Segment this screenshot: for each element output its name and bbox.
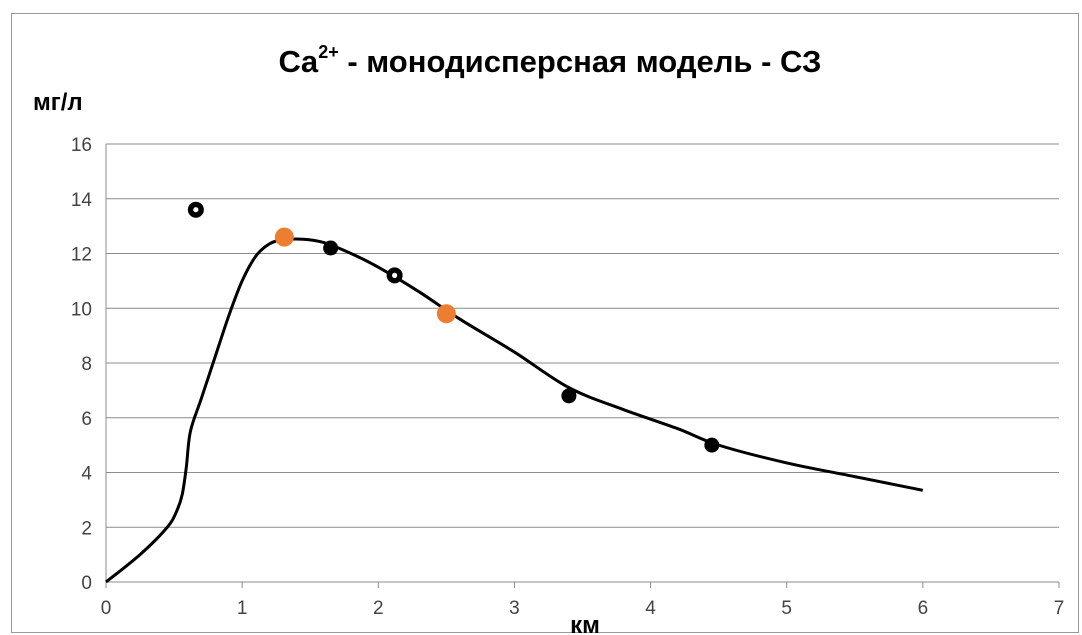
x-tick-labels: 0 1 2 3 4 5 6 7 — [101, 598, 1065, 619]
axes — [105, 144, 1060, 588]
series — [105, 201, 924, 584]
data-point-black — [323, 240, 339, 256]
data-point-ring-center — [392, 272, 398, 278]
chart-frame — [11, 13, 1079, 633]
chart-title-rest: - монодисперсная модель - СЗ — [338, 44, 822, 79]
y-tick-label: 4 — [81, 464, 92, 485]
data-point-black — [704, 437, 720, 453]
grid-lines — [106, 143, 1059, 528]
chart-title: Ca2+ - монодисперсная модель - СЗ — [0, 42, 1082, 80]
data-point-ring-center — [193, 207, 199, 213]
data-point-orange — [436, 304, 456, 324]
y-tick-label: 14 — [71, 190, 93, 211]
x-tick-label: 6 — [918, 598, 929, 619]
y-tick-label: 12 — [71, 245, 92, 266]
y-tick-label: 0 — [81, 573, 92, 594]
x-axis-label: км — [570, 612, 600, 635]
y-tick-label: 16 — [71, 135, 92, 156]
x-tick-label: 7 — [1054, 598, 1065, 619]
data-point-black — [561, 388, 577, 404]
x-tick-label: 3 — [509, 598, 520, 619]
data-point-orange — [274, 227, 294, 247]
x-tick-label: 5 — [781, 598, 792, 619]
x-tick-label: 4 — [645, 598, 656, 619]
chart-title-base: Ca — [278, 44, 319, 79]
y-axis-label: мг/л — [33, 89, 83, 116]
chart-title-superscript: 2+ — [318, 42, 339, 62]
y-tick-label: 2 — [81, 518, 92, 539]
x-tick-label: 0 — [101, 598, 112, 619]
x-tick-label: 2 — [373, 598, 384, 619]
model-curve — [105, 237, 924, 584]
y-tick-label: 8 — [81, 354, 92, 375]
y-tick-label: 6 — [81, 409, 92, 430]
y-tick-labels: 0 2 4 6 8 10 12 14 16 — [71, 135, 93, 594]
y-tick-label: 10 — [71, 299, 92, 320]
x-tick-label: 1 — [237, 598, 248, 619]
